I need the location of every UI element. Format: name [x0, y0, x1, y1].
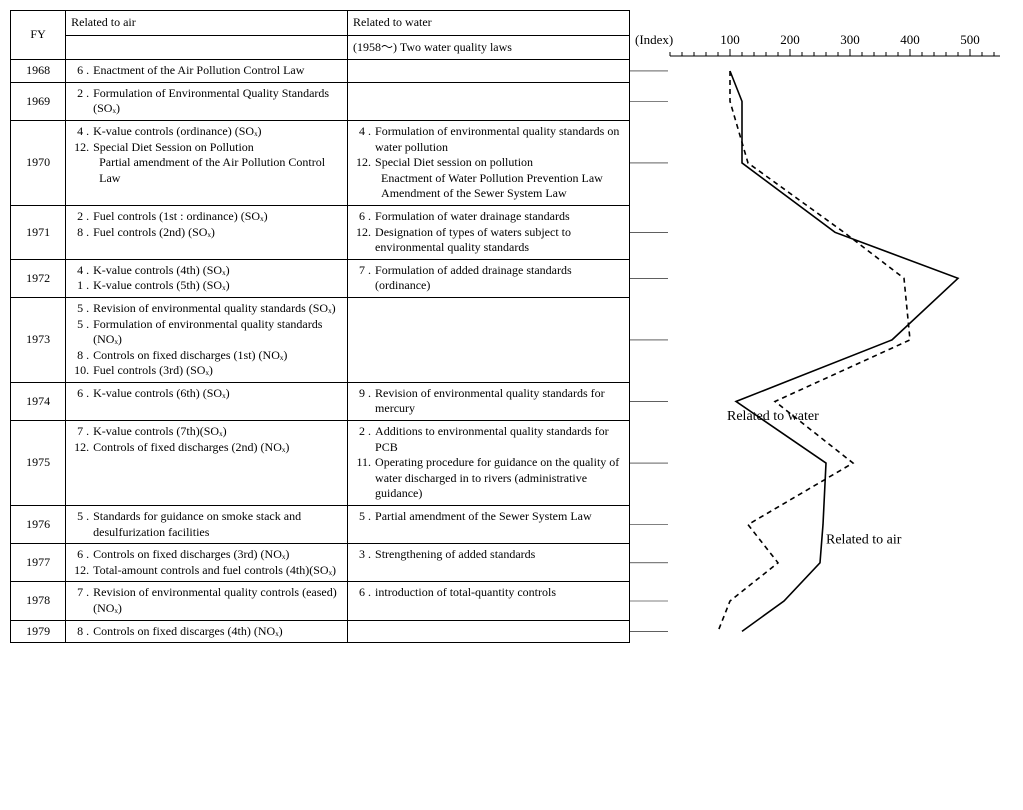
- air-cell: 6 .Enactment of the Air Pollution Contro…: [66, 60, 348, 83]
- list-item: 2 .Additions to environmental quality st…: [353, 424, 624, 455]
- list-item: 4 .K-value controls (4th) (SOₓ): [71, 263, 342, 279]
- list-item: Enactment of Water Pollution Prevention …: [353, 171, 624, 187]
- fy-cell: 1979: [11, 620, 66, 643]
- table-row: 1977 6 .Controls on fixed discharges (3rd…: [11, 544, 630, 582]
- list-item: 12.Total-amount controls and fuel contro…: [71, 563, 342, 579]
- list-item: 5 .Formulation of environmental quality …: [71, 317, 342, 348]
- fy-cell: 1976: [11, 506, 66, 544]
- index-chart: 100 200 300 400 500 (Index) Related to air Rela…: [630, 10, 1013, 800]
- water-legend-label: Related to water: [727, 409, 819, 424]
- fy-cell: 1973: [11, 297, 66, 382]
- list-item: 12.Special Diet session on pollution: [353, 155, 624, 171]
- air-cell: 6 .K-value controls (6th) (SOₓ): [66, 382, 348, 420]
- table-row: 1973 5 .Revision of environmental quality…: [11, 297, 630, 382]
- fy-cell: 1972: [11, 259, 66, 297]
- water-cell: 4 .Formulation of environmental quality …: [348, 120, 630, 205]
- list-item: 6 .K-value controls (6th) (SOₓ): [71, 386, 342, 402]
- table-row: 19692 .Formulation of Environmental Qual…: [11, 82, 630, 120]
- fy-cell: 1975: [11, 421, 66, 506]
- list-item: 12.Controls of fixed discharges (2nd) (N…: [71, 440, 342, 456]
- svg-text:300: 300: [840, 32, 860, 47]
- list-item: 5 .Standards for guidance on smoke stack…: [71, 509, 342, 540]
- air-cell: 5 .Revision of environmental quality sta…: [66, 297, 348, 382]
- water-cell: 6 .Formulation of water drainage standar…: [348, 205, 630, 259]
- list-item: 8 .Controls on fixed discharges (1st) (N…: [71, 348, 342, 364]
- table-row: 19712 .Fuel controls (1st : ordinance) (…: [11, 205, 630, 259]
- water-cell: 9 .Revision of environmental quality sta…: [348, 382, 630, 420]
- water-cell: 2 .Additions to environmental quality st…: [348, 421, 630, 506]
- list-item: 11.Operating procedure for guidance on t…: [353, 455, 624, 502]
- fy-cell: 1970: [11, 120, 66, 205]
- table-row: 1974 6 .K-value controls (6th) (SOₓ) 9 .Re…: [11, 382, 630, 420]
- list-item: 2 .Fuel controls (1st : ordinance) (SOₓ): [71, 209, 342, 225]
- svg-text:400: 400: [900, 32, 920, 47]
- water-cell: [348, 297, 630, 382]
- water-cell: [348, 82, 630, 120]
- header-water-sub: (1958～) Two water quality laws: [348, 35, 630, 60]
- list-item: 7 .K-value controls (7th)(SOₓ): [71, 424, 342, 440]
- list-item: Amendment of the Sewer System Law: [353, 186, 624, 202]
- svg-text:200: 200: [780, 32, 800, 47]
- table-row: 19757 .K-value controls (7th)(SOₓ)12.Con…: [11, 421, 630, 506]
- list-item: 6 .Controls on fixed discharges (3rd) (N…: [71, 547, 342, 563]
- list-item: 2 .Formulation of Environmental Quality …: [71, 86, 342, 117]
- list-item: Partial amendment of the Air Pollution C…: [71, 155, 342, 186]
- table-row: 19787 .Revision of environmental quality…: [11, 582, 630, 620]
- air-cell: 6 .Controls on fixed discharges (3rd) (N…: [66, 544, 348, 582]
- water-cell: [348, 60, 630, 83]
- air-cell: 4 .K-value controls (4th) (SOₓ)1 .K-valu…: [66, 259, 348, 297]
- list-item: 6 .introduction of total-quantity contro…: [353, 585, 624, 601]
- air-cell: 5 .Standards for guidance on smoke stack…: [66, 506, 348, 544]
- header-water: Related to water: [348, 11, 630, 36]
- list-item: 4 .K-value controls (ordinance) (SOₓ): [71, 124, 342, 140]
- water-cell: [348, 620, 630, 643]
- list-item: 3 .Strengthening of added standards: [353, 547, 624, 563]
- air-cell: 2 .Formulation of Environmental Quality …: [66, 82, 348, 120]
- table-row: 19724 .K-value controls (4th) (SOₓ)1 .K-…: [11, 259, 630, 297]
- list-item: 4 .Formulation of environmental quality …: [353, 124, 624, 155]
- svg-text:500: 500: [960, 32, 980, 47]
- air-legend-label: Related to air: [826, 533, 902, 548]
- water-cell: 5 .Partial amendment of the Sewer System…: [348, 506, 630, 544]
- list-item: 5 .Revision of environmental quality sta…: [71, 301, 342, 317]
- air-cell: 7 .Revision of environmental quality con…: [66, 582, 348, 620]
- fy-cell: 1974: [11, 382, 66, 420]
- air-cell: 7 .K-value controls (7th)(SOₓ)12.Control…: [66, 421, 348, 506]
- air-cell: 8 .Controls on fixed discarges (4th) (NO…: [66, 620, 348, 643]
- index-label: (Index): [635, 32, 673, 47]
- list-item: 1 .K-value controls (5th) (SOₓ): [71, 278, 342, 294]
- air-cell: 2 .Fuel controls (1st : ordinance) (SOₓ)…: [66, 205, 348, 259]
- list-item: 5 .Partial amendment of the Sewer System…: [353, 509, 624, 525]
- fy-cell: 1968: [11, 60, 66, 83]
- header-air-sub: [66, 35, 348, 60]
- water-cell: 6 .introduction of total-quantity contro…: [348, 582, 630, 620]
- list-item: 6 .Formulation of water drainage standar…: [353, 209, 624, 225]
- list-item: 9 .Revision of environmental quality sta…: [353, 386, 624, 417]
- list-item: 8 .Controls on fixed discarges (4th) (NO…: [71, 624, 342, 640]
- list-item: 6 .Enactment of the Air Pollution Contro…: [71, 63, 342, 79]
- list-item: 8 .Fuel controls (2nd) (SOₓ): [71, 225, 342, 241]
- table-row: 1979 8 .Controls on fixed discarges (4th)…: [11, 620, 630, 643]
- water-cell: 3 .Strengthening of added standards: [348, 544, 630, 582]
- header-air: Related to air: [66, 11, 348, 36]
- list-item: 12.Designation of types of waters subjec…: [353, 225, 624, 256]
- list-item: 10.Fuel controls (3rd) (SOₓ): [71, 363, 342, 379]
- table-row: 19704 .K-value controls (ordinance) (SOₓ…: [11, 120, 630, 205]
- fy-cell: 1971: [11, 205, 66, 259]
- list-item: 12.Special Diet Session on Pollution: [71, 140, 342, 156]
- regulations-table: FY Related to air Related to water (1958…: [10, 10, 630, 800]
- table-row: 19765 .Standards for guidance on smoke s…: [11, 506, 630, 544]
- list-item: 7 .Revision of environmental quality con…: [71, 585, 342, 616]
- fy-cell: 1977: [11, 544, 66, 582]
- fy-cell: 1969: [11, 82, 66, 120]
- svg-text:100: 100: [720, 32, 740, 47]
- list-item: 7 .Formulation of added drainage standar…: [353, 263, 624, 294]
- header-fy: FY: [11, 11, 66, 60]
- air-cell: 4 .K-value controls (ordinance) (SOₓ)12.…: [66, 120, 348, 205]
- table-row: 1968 6 .Enactment of the Air Pollution Co…: [11, 60, 630, 83]
- fy-cell: 1978: [11, 582, 66, 620]
- water-cell: 7 .Formulation of added drainage standar…: [348, 259, 630, 297]
